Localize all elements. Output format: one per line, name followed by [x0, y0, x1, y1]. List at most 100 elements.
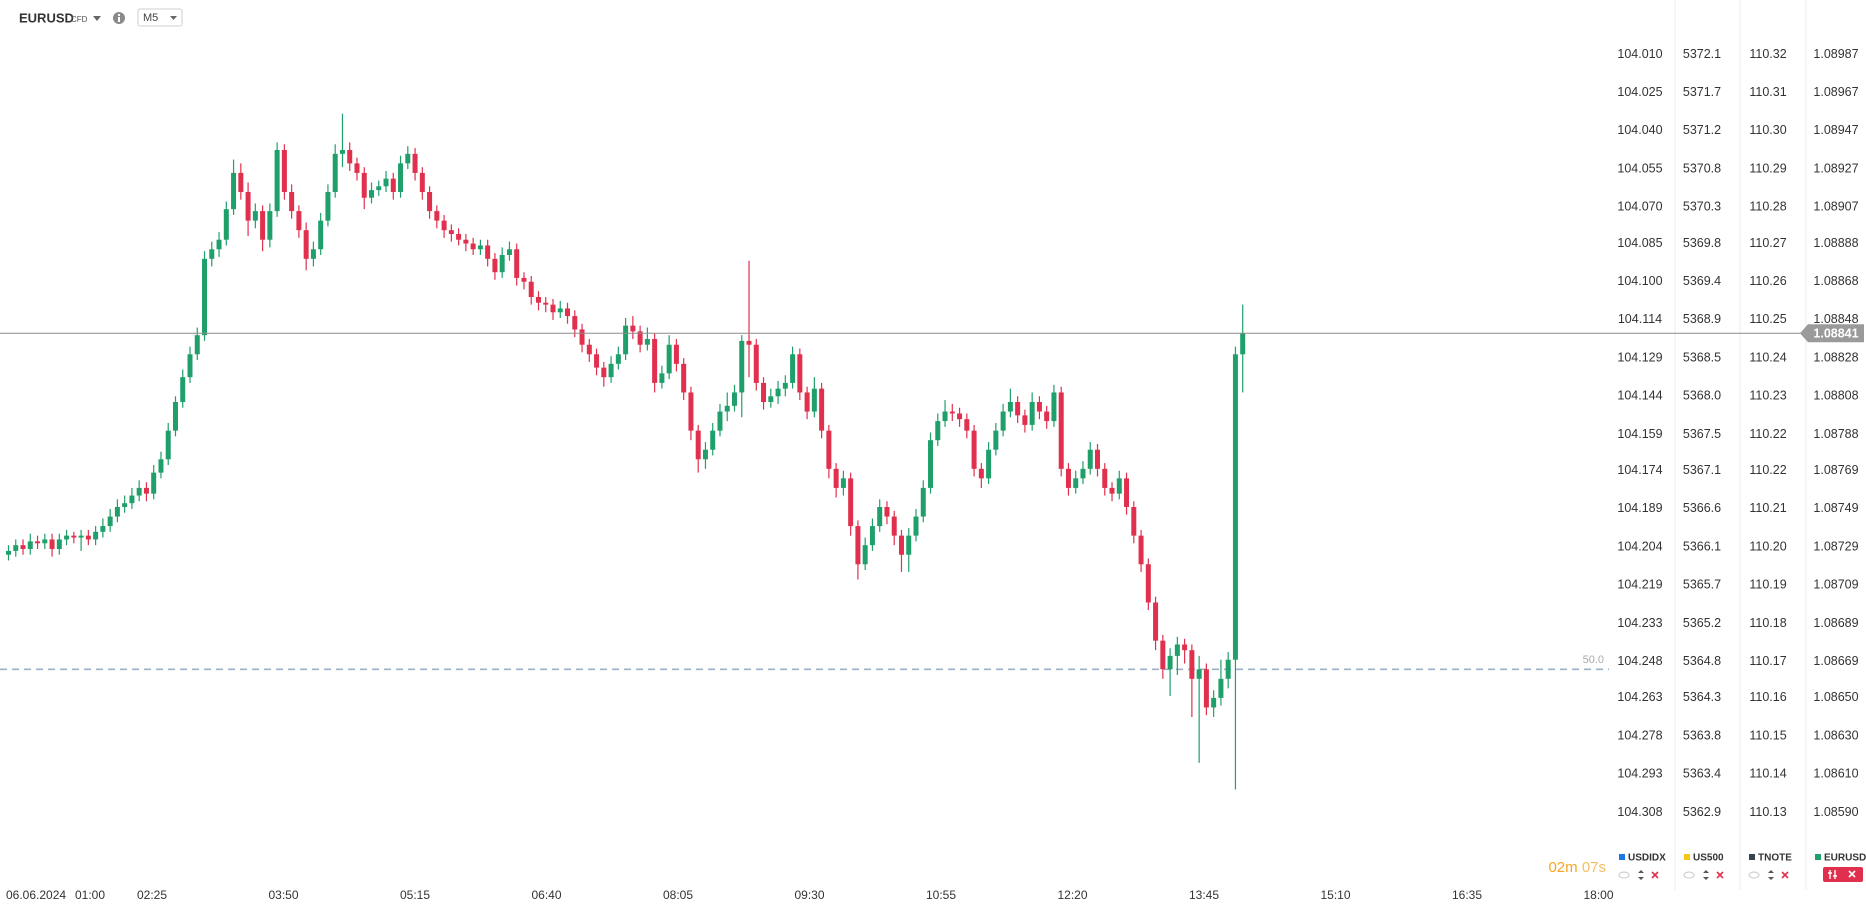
- compare-tick-label: 104.114: [1618, 312, 1662, 326]
- compare-tick-label: 104.144: [1617, 389, 1662, 403]
- compare-tick-label: 104.248: [1617, 654, 1662, 668]
- candle-body: [724, 405, 730, 412]
- x-tick-label: 02:25: [137, 888, 167, 902]
- candle-body: [652, 339, 658, 383]
- compare-tick-label: 5370.3: [1683, 200, 1721, 214]
- candle-body: [1109, 487, 1115, 494]
- candle-body: [550, 304, 556, 313]
- remove-icon[interactable]: [1781, 871, 1789, 879]
- candle-body: [877, 507, 883, 527]
- compare-tick-label: 110.19: [1749, 578, 1786, 592]
- candle-body: [615, 354, 621, 364]
- candle-body: [100, 526, 106, 532]
- candle-body: [797, 354, 803, 393]
- candle-body: [477, 245, 483, 250]
- compare-tick-label: 110.32: [1749, 47, 1786, 61]
- order-icon[interactable]: [1703, 870, 1709, 880]
- candle-body: [1196, 669, 1202, 679]
- remove-icon[interactable]: [1716, 871, 1724, 879]
- candle-body: [1051, 392, 1057, 422]
- compare-tick-label: 104.040: [1617, 123, 1662, 137]
- candle-body: [1058, 392, 1064, 469]
- candle-body: [1073, 478, 1079, 488]
- candle-body: [1160, 640, 1166, 670]
- candle-body: [42, 539, 48, 544]
- y-tick-label: 1.08689: [1813, 616, 1858, 630]
- order-icon[interactable]: [1638, 870, 1644, 880]
- legend-label[interactable]: EURUSD: [1824, 853, 1866, 864]
- candle-body: [528, 281, 534, 297]
- compare-tick-label: 110.13: [1749, 805, 1786, 819]
- candle-body: [107, 516, 113, 527]
- y-tick-label: 1.08709: [1813, 578, 1858, 592]
- candle-body: [775, 388, 781, 397]
- candle-body: [376, 186, 382, 191]
- candle-body: [717, 411, 723, 431]
- candle-body: [13, 545, 19, 551]
- candle-body: [441, 220, 447, 231]
- y-tick-label: 1.08788: [1813, 427, 1858, 441]
- candle-body: [1116, 478, 1122, 494]
- x-tick-label: 06:40: [531, 888, 561, 902]
- compare-tick-label: 110.23: [1749, 389, 1786, 403]
- candle-body: [942, 411, 948, 422]
- candle-body: [245, 192, 251, 221]
- badge: CFD: [71, 15, 88, 24]
- date-label: 06.06.2024: [6, 888, 66, 902]
- candle-body: [1131, 507, 1137, 536]
- y-tick-label: 1.08848: [1813, 312, 1858, 326]
- compare-tick-label: 110.30: [1749, 123, 1786, 137]
- timeframe-select[interactable]: [137, 8, 183, 27]
- candle-body: [1000, 411, 1006, 431]
- y-tick-label: 1.08967: [1813, 85, 1858, 99]
- candle-body: [688, 392, 694, 431]
- countdown-seconds: 07s: [1582, 859, 1606, 876]
- candle-body: [623, 325, 629, 355]
- compare-tick-label: 5367.1: [1683, 463, 1721, 477]
- y-tick-label: 1.08610: [1813, 767, 1858, 781]
- candle-body: [1189, 650, 1195, 679]
- candle-body: [216, 239, 222, 250]
- compare-tick-label: 5369.8: [1683, 236, 1721, 250]
- order-icon[interactable]: [1768, 870, 1774, 880]
- remove-icon[interactable]: [1651, 871, 1659, 879]
- candle-body: [143, 487, 149, 494]
- symbol-dropdown[interactable]: [93, 16, 101, 21]
- candle-body: [332, 153, 338, 192]
- compare-tick-label: 104.085: [1617, 236, 1662, 250]
- candle-body: [1240, 333, 1246, 355]
- legend-controls-bg[interactable]: [1823, 867, 1863, 882]
- candle-body: [1080, 468, 1086, 479]
- compare-tick-label: 5362.9: [1683, 805, 1721, 819]
- y-tick-label: 1.08749: [1813, 501, 1858, 515]
- legend-swatch: [1815, 854, 1821, 860]
- legend-label[interactable]: TNOTE: [1758, 853, 1792, 864]
- info-icon[interactable]: [113, 12, 125, 24]
- x-tick-label: 09:30: [794, 888, 824, 902]
- candle-body: [993, 430, 999, 450]
- symbol[interactable]: EURUSD: [19, 10, 74, 25]
- compare-tick-label: 5365.2: [1683, 616, 1721, 630]
- y-tick-label: 1.08650: [1813, 690, 1858, 704]
- candle-body: [782, 382, 788, 389]
- candle-body: [1211, 697, 1217, 708]
- visibility-icon[interactable]: [1618, 871, 1630, 879]
- legend-label[interactable]: US500: [1693, 853, 1724, 864]
- compare-tick-label: 5369.4: [1683, 274, 1721, 288]
- visibility-icon[interactable]: [1748, 871, 1760, 879]
- visibility-icon[interactable]: [1683, 871, 1695, 879]
- close-icon: [1848, 870, 1856, 878]
- y-tick-label: 1.08927: [1813, 161, 1858, 175]
- candle-body: [644, 339, 650, 345]
- candle-body: [296, 211, 302, 231]
- compare-tick-label: 104.219: [1617, 578, 1662, 592]
- countdown-minutes: 02m: [1548, 859, 1577, 876]
- compare-tick-label: 104.263: [1617, 690, 1662, 704]
- info-stem: [118, 17, 120, 22]
- y-tick-label: 1.08868: [1813, 274, 1858, 288]
- candle-body: [325, 192, 331, 221]
- x-tick-label: 01:00: [75, 888, 105, 902]
- legend-label[interactable]: USDIDX: [1628, 853, 1666, 864]
- candle-body: [1225, 659, 1231, 679]
- compare-tick-label: 110.22: [1749, 427, 1786, 441]
